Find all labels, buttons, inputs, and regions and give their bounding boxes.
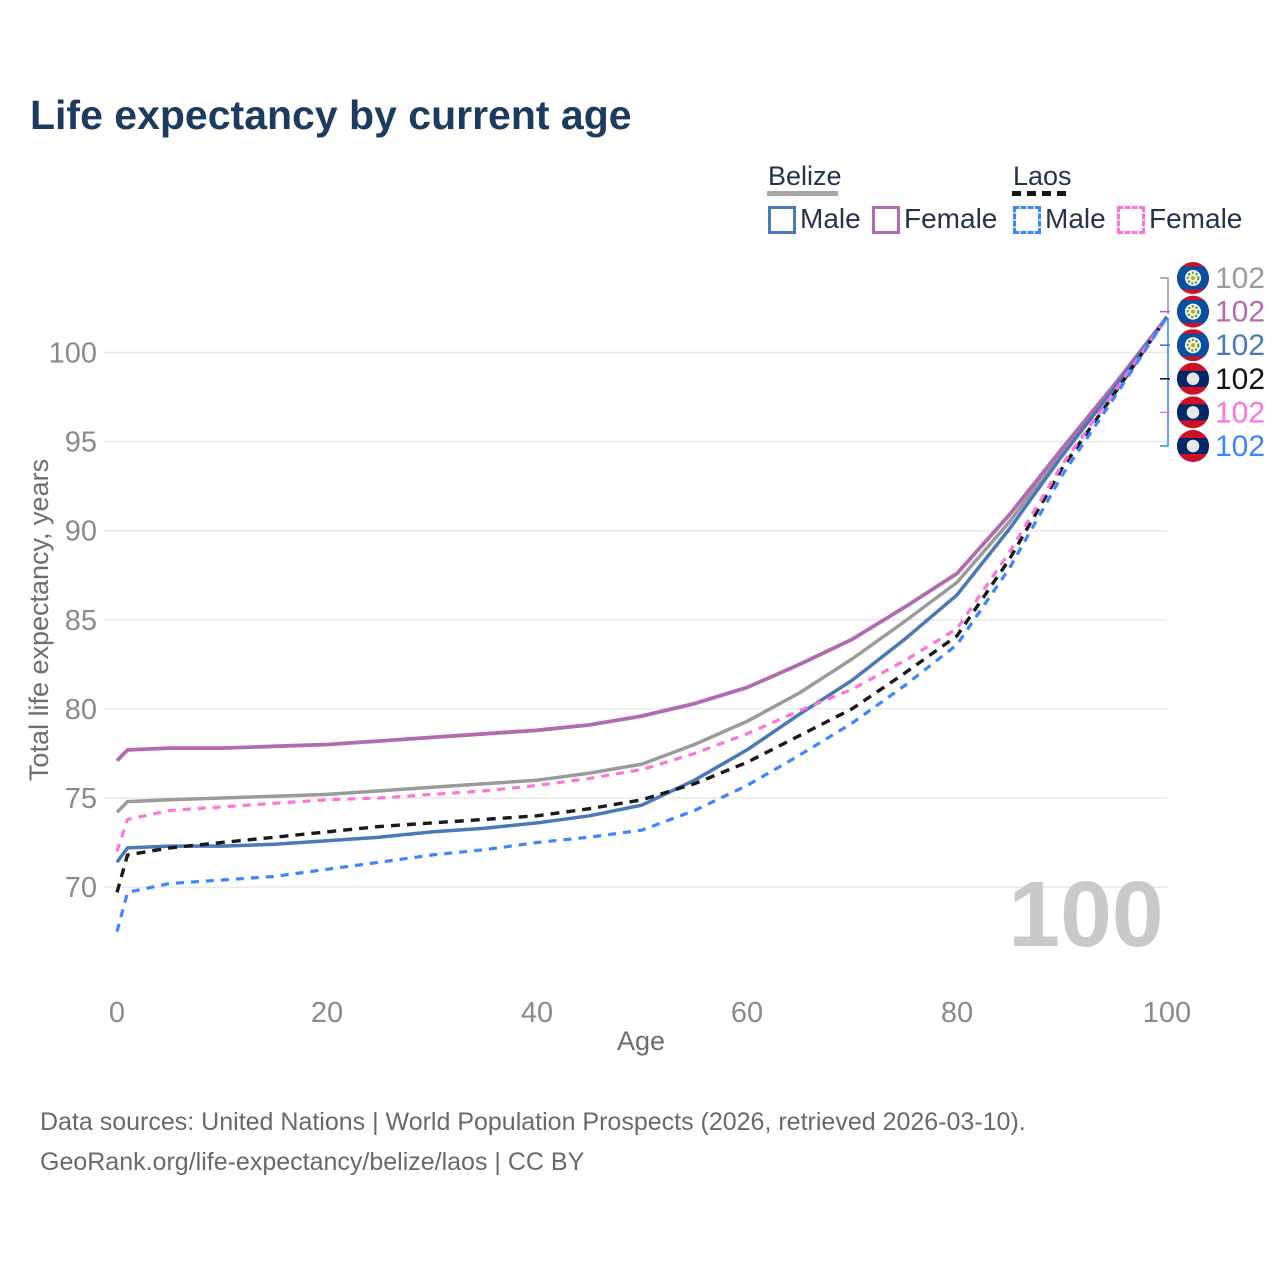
end-value-label-belize-all: 102: [1215, 262, 1265, 295]
laos-flag-icon: [1177, 430, 1209, 462]
belize-flag-icon: [1177, 262, 1209, 294]
laos-flag-icon: [1177, 396, 1209, 429]
x-tick-label: 0: [109, 997, 125, 1029]
legend-swatch-belize-male[interactable]: [768, 206, 796, 234]
laos-flag-icon: [1177, 362, 1209, 395]
legend-country-belize[interactable]: Belize: [768, 161, 842, 191]
legend-item-belize-female[interactable]: Female: [904, 203, 998, 234]
legend-country-laos-line-swatch: [1012, 191, 1068, 196]
series-line-belize-all[interactable]: [115, 315, 1169, 814]
x-tick-label: 100: [1143, 997, 1191, 1029]
age-watermark: 100: [1008, 862, 1163, 966]
x-axis-title: Age: [617, 1026, 665, 1056]
series-line-belize-male[interactable]: [115, 315, 1169, 864]
x-tick-label: 40: [521, 997, 553, 1029]
series-line-belize-female[interactable]: [115, 315, 1169, 762]
y-tick-label: 100: [49, 338, 97, 370]
y-tick-label: 95: [65, 427, 97, 459]
data-sources-note: Data sources: United Nations | World Pop…: [40, 1108, 1026, 1136]
y-tick-label: 85: [65, 605, 97, 637]
series-line-laos-all[interactable]: [115, 315, 1169, 893]
attribution-note: GeoRank.org/life-expectancy/belize/laos …: [40, 1148, 585, 1176]
legend-item-laos-female[interactable]: Female: [1149, 203, 1243, 234]
x-tick-label: 20: [311, 997, 343, 1029]
end-value-label-belize-female: 102: [1215, 296, 1265, 329]
legend-item-laos-male[interactable]: Male: [1045, 203, 1106, 234]
end-value-label-laos-male: 102: [1215, 430, 1265, 463]
page-title: Life expectancy by current age: [30, 92, 632, 138]
end-value-label-belize-male: 102: [1215, 329, 1265, 362]
y-tick-label: 80: [65, 694, 97, 726]
series-line-laos-male[interactable]: [115, 316, 1169, 933]
end-value-label-laos-female: 102: [1215, 396, 1265, 429]
y-tick-label: 70: [65, 872, 97, 904]
y-tick-label: 90: [65, 516, 97, 548]
legend-country-belize-line-swatch: [767, 191, 838, 196]
belize-flag-icon: [1177, 329, 1209, 362]
leader-line-bottom: [1160, 317, 1169, 447]
y-tick-label: 75: [65, 783, 97, 815]
series-line-laos-female[interactable]: [115, 315, 1169, 852]
legend-swatch-laos-male[interactable]: [1013, 206, 1041, 234]
legend-swatch-laos-female[interactable]: [1117, 206, 1145, 234]
x-tick-label: 80: [941, 997, 973, 1029]
legend-country-laos[interactable]: Laos: [1013, 161, 1072, 191]
belize-flag-icon: [1177, 295, 1209, 328]
y-axis-title: Total life expectancy, years: [24, 459, 54, 781]
x-tick-label: 60: [731, 997, 763, 1029]
end-value-label-laos-all: 102: [1215, 363, 1265, 396]
leader-line-top: [1160, 277, 1169, 314]
legend-item-belize-male[interactable]: Male: [800, 203, 861, 234]
legend-swatch-belize-female[interactable]: [872, 206, 900, 234]
